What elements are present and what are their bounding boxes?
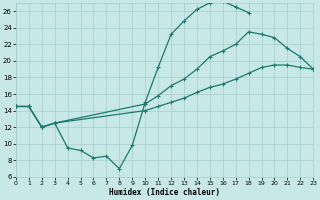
X-axis label: Humidex (Indice chaleur): Humidex (Indice chaleur) bbox=[109, 188, 220, 197]
